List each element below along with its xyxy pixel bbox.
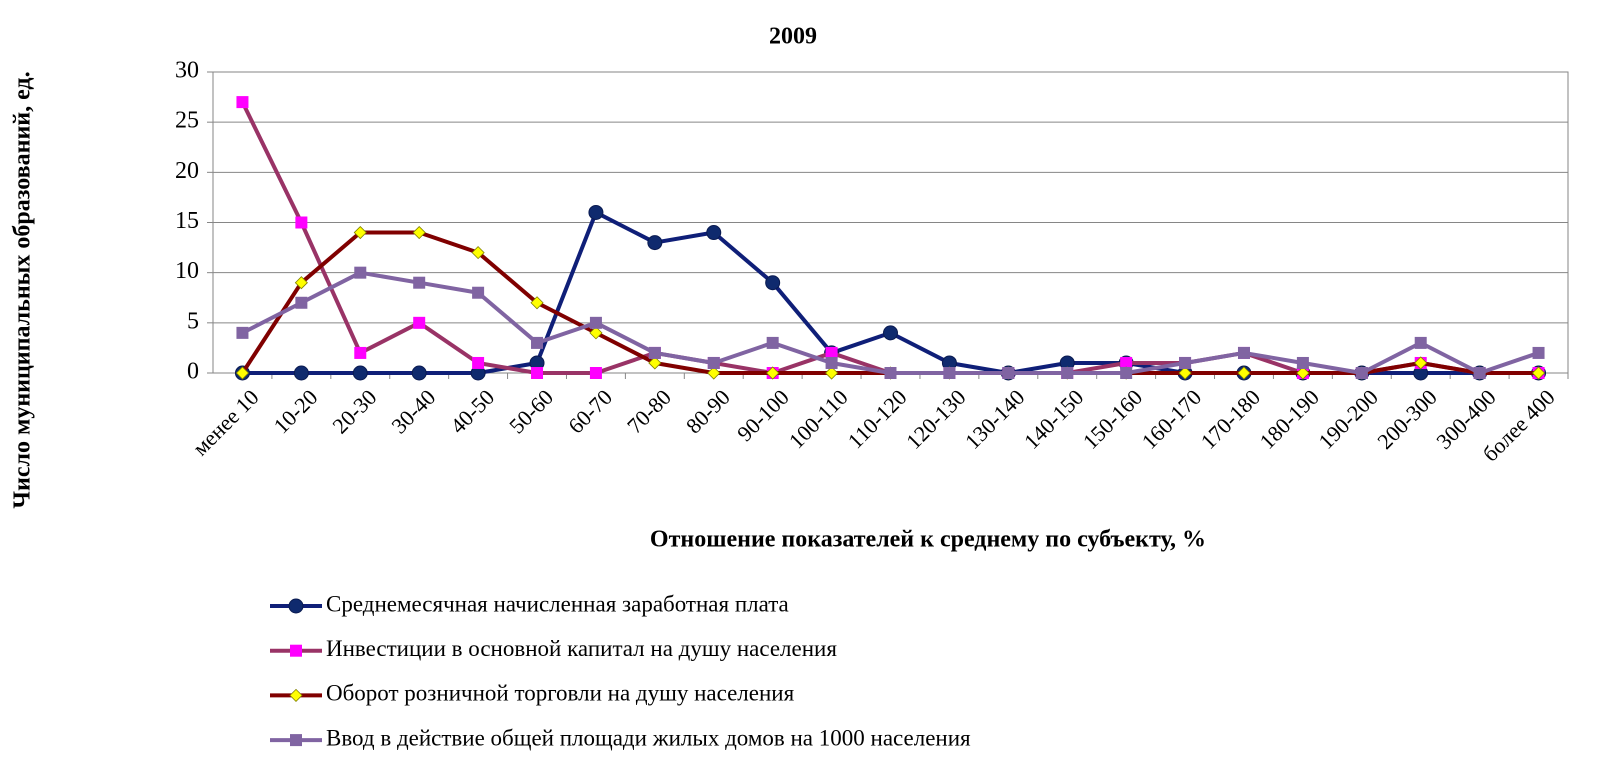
data-point (943, 367, 956, 379)
x-tick-label: 40-50 (445, 384, 499, 438)
x-tick-label: 30-40 (386, 384, 440, 438)
data-point (530, 296, 544, 310)
data-point (766, 336, 779, 349)
x-tick-label: 120-130 (901, 384, 971, 454)
x-tick-label: 10-20 (269, 384, 323, 438)
chart-title: 2009 (769, 24, 817, 50)
data-point (471, 246, 485, 260)
data-point (1178, 366, 1192, 380)
x-tick-label: 100-110 (784, 384, 853, 453)
data-point (236, 96, 249, 109)
legend-marker (288, 598, 304, 614)
data-point (1179, 356, 1192, 369)
data-point (765, 275, 781, 291)
y-tick-label: 0 (187, 359, 199, 385)
data-point (825, 366, 839, 380)
series-line (240, 230, 1539, 375)
data-point (1414, 356, 1428, 370)
data-point (472, 356, 485, 369)
data-point (352, 365, 368, 381)
data-point (648, 346, 661, 359)
data-point (413, 276, 426, 289)
x-tick-label: 190-200 (1313, 384, 1383, 454)
data-point (411, 365, 427, 381)
data-point (707, 356, 720, 369)
x-tick-label: 180-190 (1254, 384, 1324, 454)
data-point (412, 225, 426, 240)
data-point (1473, 367, 1486, 379)
legend-marker (289, 688, 303, 702)
data-point (1296, 366, 1310, 380)
x-tick-label: менее 10 (188, 384, 264, 460)
x-tick-label: 20-30 (327, 384, 381, 438)
data-point (884, 367, 897, 379)
x-tick-label: 80-90 (681, 384, 735, 438)
x-tick-label: 160-170 (1137, 384, 1207, 454)
data-point (1002, 367, 1015, 379)
data-point (1120, 367, 1133, 379)
data-point (1120, 356, 1133, 369)
x-tick-label: 50-60 (504, 384, 558, 438)
data-point (589, 326, 603, 340)
data-point (883, 325, 898, 341)
data-point (354, 346, 367, 359)
data-point (472, 286, 485, 299)
data-point (825, 356, 838, 369)
data-point (766, 366, 780, 380)
data-point (706, 225, 722, 241)
data-point (293, 365, 309, 381)
data-point (295, 296, 308, 309)
x-tick-label: 140-150 (1019, 384, 1089, 454)
legend-marker (290, 644, 302, 657)
data-point (825, 346, 838, 359)
x-tick-label: 60-70 (563, 384, 617, 438)
y-tick-label: 15 (175, 208, 199, 234)
data-point (648, 356, 662, 370)
data-point (1296, 356, 1309, 369)
legend-label: Оборот розничной торговли на душу населе… (326, 681, 795, 706)
x-tick-label: 170-180 (1196, 384, 1266, 454)
data-point (588, 204, 604, 220)
data-point (294, 276, 308, 290)
legend-label: Ввод в действие общей площади жилых домо… (326, 725, 971, 750)
data-point (1237, 346, 1250, 359)
data-point (1237, 366, 1251, 380)
data-point (589, 367, 602, 379)
data-point (236, 326, 249, 339)
y-axis-title: Число муниципальных образований, ед. (10, 71, 36, 508)
data-point (354, 266, 367, 279)
data-point (1355, 367, 1368, 379)
y-tick-label: 30 (175, 58, 199, 84)
legend-label: Инвестиции в основной капитал на душу на… (326, 636, 837, 661)
data-point (647, 235, 663, 251)
data-point (707, 366, 721, 380)
x-axis-title: Отношение показателей к среднему по субъ… (650, 527, 1206, 553)
data-point (235, 366, 250, 380)
x-tick-label: 200-300 (1372, 384, 1442, 454)
x-tick-label: 130-140 (960, 384, 1030, 454)
data-point (1061, 367, 1074, 379)
data-point (1414, 336, 1427, 349)
data-point (1532, 346, 1545, 359)
x-tick-label: 150-160 (1078, 384, 1148, 454)
x-tick-label: 110-120 (843, 384, 912, 453)
data-point (413, 316, 426, 329)
legend-label: Среднемесячная начисленная заработная пл… (326, 591, 789, 616)
data-point (589, 316, 602, 329)
y-tick-label: 25 (175, 108, 199, 134)
y-tick-label: 5 (187, 308, 199, 334)
data-point (295, 216, 308, 229)
data-point (1531, 366, 1546, 380)
data-point (531, 367, 544, 379)
data-point (353, 225, 367, 240)
x-tick-label: 70-80 (622, 384, 676, 438)
data-point (531, 336, 544, 349)
y-tick-label: 10 (175, 258, 199, 284)
legend-marker (290, 734, 302, 747)
y-tick-label: 20 (175, 158, 199, 184)
